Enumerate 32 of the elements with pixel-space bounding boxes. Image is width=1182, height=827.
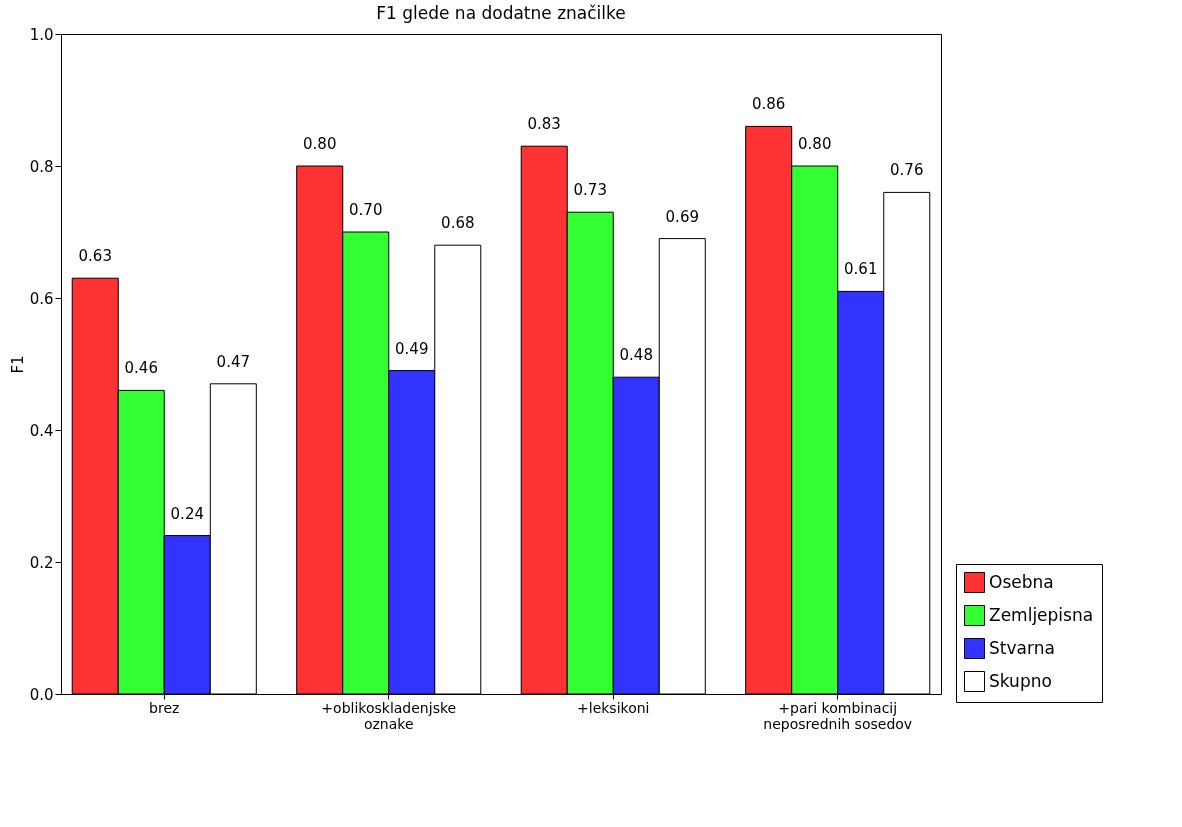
data-label: 0.70 — [349, 201, 383, 219]
data-label: 0.68 — [441, 214, 475, 233]
data-label: 0.47 — [216, 352, 250, 371]
y-tick-label: 1.0 — [29, 25, 54, 44]
legend-label: Osebna — [989, 571, 1054, 592]
data-label: 0.83 — [527, 115, 561, 134]
data-label: 0.63 — [78, 247, 112, 266]
data-label: 0.86 — [752, 95, 786, 114]
data-label: 0.73 — [573, 181, 607, 200]
x-tick-label: brez — [149, 699, 180, 716]
legend-label: Zemljepisna — [989, 604, 1094, 625]
x-tick-label: +oblikoskladenjske oznake — [321, 699, 457, 732]
data-label: 0.46 — [124, 359, 158, 378]
data-label: 0.69 — [665, 207, 699, 226]
x-tick-label: +leksikoni — [577, 699, 650, 716]
chart-title: F1 glede na dodatne značilke — [376, 3, 626, 23]
data-label: 0.80 — [798, 135, 832, 153]
legend-label: Stvarna — [989, 637, 1055, 658]
x-tick-label: +pari kombinacij neposrednih sosedov — [763, 699, 913, 732]
data-label: 0.61 — [844, 260, 878, 279]
y-tick-label: 0.4 — [29, 421, 54, 440]
legend-label: Skupno — [989, 670, 1052, 691]
data-label: 0.76 — [890, 161, 924, 180]
y-tick-label: 0.6 — [29, 289, 54, 308]
data-label: 0.49 — [395, 339, 429, 358]
data-label: 0.48 — [619, 346, 653, 365]
y-tick-label: 0.8 — [29, 157, 54, 176]
y-tick-label: 0.0 — [29, 685, 54, 704]
data-label: 0.24 — [170, 504, 204, 523]
y-axis-title: F1 — [8, 355, 27, 374]
y-tick-label: 0.2 — [29, 553, 54, 572]
data-label: 0.80 — [303, 135, 337, 153]
